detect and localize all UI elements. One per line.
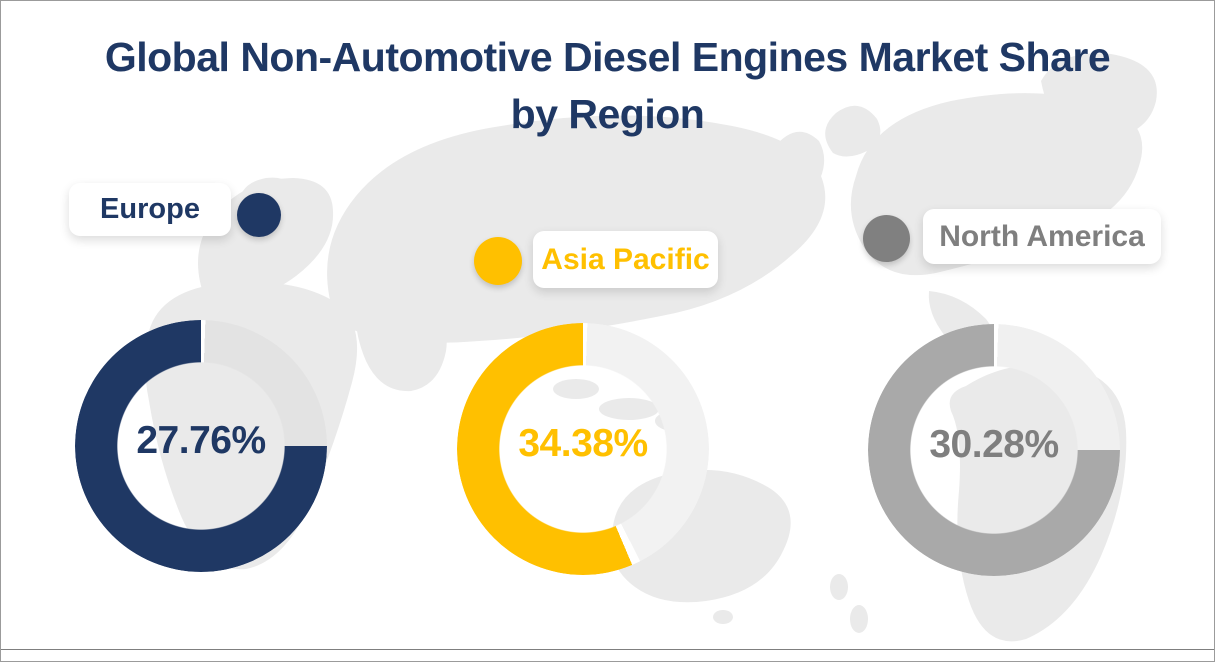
- donut-value-north-america: 30.28%: [929, 423, 1059, 466]
- legend-card-north-america: North America: [923, 209, 1161, 264]
- donut-north-america: 30.28%: [868, 324, 1120, 576]
- donut-value-asia-pacific: 34.38%: [518, 422, 648, 465]
- chart-title: Global Non-Automotive Diesel Engines Mar…: [1, 29, 1214, 143]
- chart-title-line2: by Region: [510, 91, 705, 137]
- donut-ring-north-america: [868, 324, 1120, 576]
- legend-dot-north-america-icon: [863, 215, 910, 262]
- donut-ring-europe: [75, 320, 327, 572]
- legend-dot-asia-pacific-icon: [474, 237, 522, 285]
- legend-label-asia-pacific: Asia Pacific: [541, 242, 710, 276]
- legend-card-europe: Europe: [69, 183, 231, 236]
- legend-label-north-america: North America: [939, 219, 1145, 253]
- donut-ring-asia-pacific: [457, 323, 709, 575]
- legend-dot-europe-icon: [237, 193, 281, 237]
- legend-card-asia-pacific: Asia Pacific: [533, 231, 718, 288]
- chart-title-line1: Global Non-Automotive Diesel Engines Mar…: [104, 34, 1111, 80]
- donut-value-europe: 27.76%: [136, 419, 266, 462]
- donut-europe: 27.76%: [75, 320, 327, 572]
- legend-label-europe: Europe: [100, 193, 200, 225]
- slide-bottom-border: [1, 649, 1214, 650]
- donut-asia-pacific: 34.38%: [457, 323, 709, 575]
